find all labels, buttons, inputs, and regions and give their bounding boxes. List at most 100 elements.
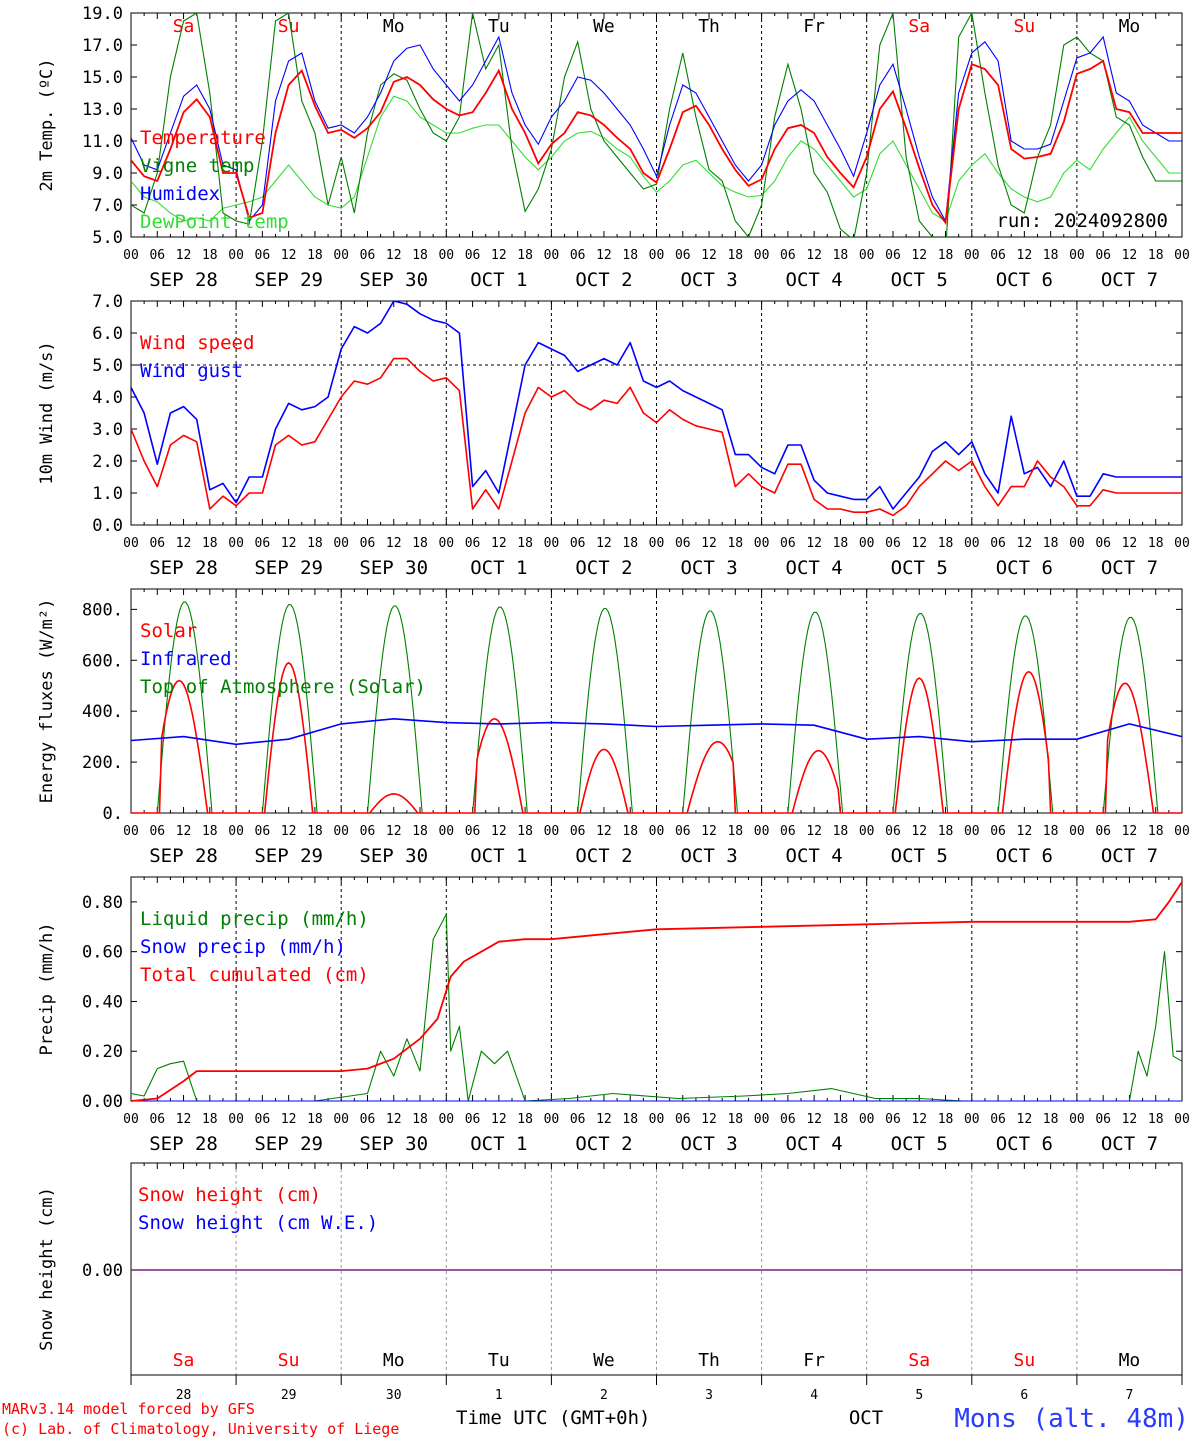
hour-tick-label: 06 (570, 1112, 586, 1127)
date-label: OCT 3 (680, 1133, 737, 1155)
hour-tick-label: 18 (412, 824, 428, 839)
hour-tick-label: 06 (780, 824, 796, 839)
y-tick-label: 17.0 (82, 36, 123, 56)
y-tick-label: 0.80 (82, 893, 123, 913)
date-label: OCT 3 (680, 269, 737, 291)
hour-tick-label: 06 (255, 824, 271, 839)
hour-tick-label: 06 (885, 248, 901, 263)
hour-tick-label: 18 (622, 824, 638, 839)
hour-tick-label: 00 (228, 248, 244, 263)
hour-tick-label: 00 (544, 248, 560, 263)
day-number-label: 28 (176, 1388, 192, 1403)
hour-tick-label: 18 (622, 536, 638, 551)
hour-tick-label: 06 (149, 1112, 165, 1127)
date-label: OCT 1 (470, 269, 527, 291)
hour-tick-label: 12 (491, 248, 507, 263)
series-line-wind-speed (130, 357, 1182, 517)
series-line-infrared (130, 718, 1183, 746)
hour-tick-label: 18 (1043, 824, 1059, 839)
weekday-label: Tu (488, 16, 510, 37)
y-tick-label: 200. (82, 753, 123, 773)
hour-tick-label: 00 (333, 1112, 349, 1127)
hour-tick-label: 18 (517, 536, 533, 551)
hour-tick-label: 00 (1069, 536, 1085, 551)
day-number-label: 1 (495, 1388, 503, 1403)
hour-tick-label: 18 (727, 1112, 743, 1127)
hour-tick-label: 12 (281, 536, 297, 551)
hour-tick-label: 06 (675, 536, 691, 551)
day-number-label: 4 (810, 1388, 818, 1403)
hour-tick-label: 00 (1174, 1112, 1190, 1127)
hour-tick-label: 12 (281, 1112, 297, 1127)
hour-tick-label: 12 (1017, 824, 1033, 839)
y-tick-label: 0.40 (82, 992, 123, 1012)
legend-entry: Snow precip (mm/h) (140, 936, 346, 958)
hour-tick-label: 06 (780, 536, 796, 551)
hour-tick-label: 12 (491, 824, 507, 839)
hour-tick-label: 00 (1174, 536, 1190, 551)
hour-tick-label: 12 (386, 824, 402, 839)
hour-tick-label: 12 (596, 248, 612, 263)
legend-entry: Humidex (140, 183, 220, 205)
date-label: OCT 2 (575, 845, 632, 867)
day-number-label: 30 (386, 1388, 402, 1403)
hour-tick-label: 18 (938, 1112, 954, 1127)
weekday-label: Mo (1119, 1350, 1141, 1371)
hour-tick-label: 18 (833, 536, 849, 551)
hour-tick-label: 00 (544, 824, 560, 839)
y-tick-label: 600. (82, 651, 123, 671)
legend-entry: DewPoint temp (140, 211, 289, 233)
hour-tick-label: 00 (859, 824, 875, 839)
hour-tick-label: 00 (1174, 824, 1190, 839)
y-tick-label: 3.0 (92, 420, 123, 440)
legend-entry: Temperature (140, 127, 266, 149)
date-label: OCT 7 (1101, 269, 1158, 291)
date-label: SEP 28 (149, 1133, 218, 1155)
hour-tick-label: 18 (307, 824, 323, 839)
hour-tick-label: 18 (833, 824, 849, 839)
hour-tick-label: 12 (491, 536, 507, 551)
hour-tick-label: 00 (333, 248, 349, 263)
hour-tick-label: 00 (859, 1112, 875, 1127)
hour-tick-label: 06 (990, 824, 1006, 839)
panel-frame (130, 300, 1183, 526)
hour-tick-label: 18 (1148, 1112, 1164, 1127)
hour-tick-label: 00 (649, 248, 665, 263)
date-label: OCT 6 (996, 1133, 1053, 1155)
day-number-label: 29 (281, 1388, 297, 1403)
date-label: OCT 7 (1101, 1133, 1158, 1155)
hour-tick-label: 12 (386, 248, 402, 263)
hour-tick-label: 00 (228, 1112, 244, 1127)
hour-tick-label: 00 (859, 536, 875, 551)
hour-tick-label: 00 (1174, 248, 1190, 263)
time-axis-label: Time UTC (GMT+0h) (456, 1407, 650, 1429)
y-tick-label: 0.0 (92, 516, 123, 536)
day-number-label: 7 (1126, 1388, 1134, 1403)
date-label: SEP 28 (149, 557, 218, 579)
date-label: SEP 29 (254, 557, 323, 579)
y-tick-label: 0. (103, 804, 123, 824)
hour-tick-label: 18 (727, 248, 743, 263)
hour-tick-label: 18 (833, 248, 849, 263)
legend-entry: Top of Atmosphere (Solar) (140, 676, 426, 698)
hour-tick-label: 00 (649, 1112, 665, 1127)
series-line-humidex (131, 35, 1182, 223)
hour-tick-label: 18 (1043, 1112, 1059, 1127)
weekday-label: Fr (803, 16, 825, 37)
hour-tick-label: 12 (281, 248, 297, 263)
hour-tick-label: 00 (964, 536, 980, 551)
hour-tick-label: 12 (911, 536, 927, 551)
date-label: SEP 29 (254, 1133, 323, 1155)
date-label: SEP 30 (359, 845, 428, 867)
hour-tick-label: 12 (1122, 248, 1138, 263)
date-label: OCT 6 (996, 845, 1053, 867)
y-tick-label: 19.0 (82, 4, 123, 24)
weekday-label: Fr (803, 1350, 825, 1371)
date-label: OCT 7 (1101, 557, 1158, 579)
hour-tick-label: 06 (360, 824, 376, 839)
hour-tick-label: 00 (123, 248, 139, 263)
date-label: OCT 5 (891, 269, 948, 291)
hour-tick-label: 06 (255, 248, 271, 263)
hour-tick-label: 06 (780, 1112, 796, 1127)
date-label: SEP 28 (149, 269, 218, 291)
